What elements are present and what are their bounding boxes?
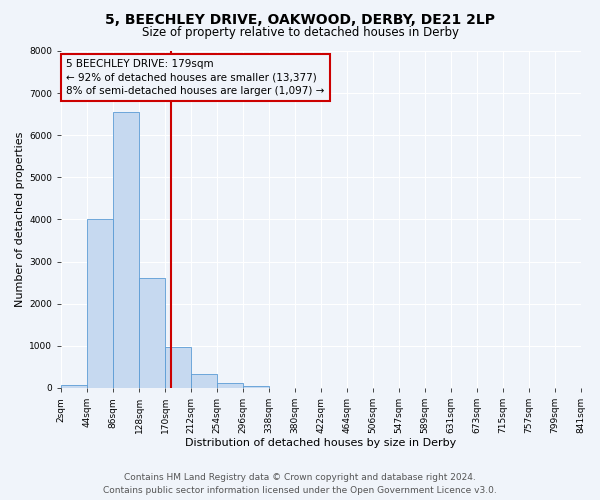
Bar bbox=[113, 112, 139, 388]
Bar bbox=[87, 220, 113, 388]
Bar bbox=[217, 383, 243, 388]
Bar bbox=[191, 374, 217, 388]
Text: Size of property relative to detached houses in Derby: Size of property relative to detached ho… bbox=[142, 26, 458, 39]
Bar bbox=[61, 386, 87, 388]
Y-axis label: Number of detached properties: Number of detached properties bbox=[15, 132, 25, 307]
Bar bbox=[165, 346, 191, 388]
Text: Contains HM Land Registry data © Crown copyright and database right 2024.
Contai: Contains HM Land Registry data © Crown c… bbox=[103, 474, 497, 495]
Text: 5 BEECHLEY DRIVE: 179sqm
← 92% of detached houses are smaller (13,377)
8% of sem: 5 BEECHLEY DRIVE: 179sqm ← 92% of detach… bbox=[67, 60, 325, 96]
Bar bbox=[139, 278, 165, 388]
Bar bbox=[243, 386, 269, 388]
X-axis label: Distribution of detached houses by size in Derby: Distribution of detached houses by size … bbox=[185, 438, 457, 448]
Text: 5, BEECHLEY DRIVE, OAKWOOD, DERBY, DE21 2LP: 5, BEECHLEY DRIVE, OAKWOOD, DERBY, DE21 … bbox=[105, 12, 495, 26]
